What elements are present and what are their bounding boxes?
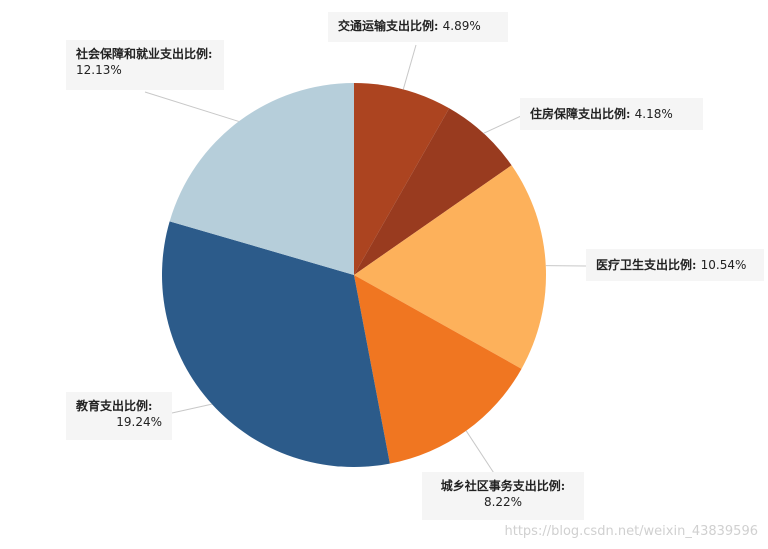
pie-slices [162,83,546,467]
label-medical: 医疗卫生支出比例: 10.54% [586,249,764,281]
label-education: 教育支出比例: 19.24% [66,392,172,440]
label-community: 城乡社区事务支出比例: 8.22% [422,472,584,520]
leader-line [172,404,212,413]
label-housing: 住房保障支出比例: 4.18% [520,98,703,130]
label-social-security: 社会保障和就业支出比例: 12.13% [66,40,224,90]
label-transport: 交通运输支出比例: 4.89% [328,12,508,42]
leader-line [145,92,239,121]
watermark: https://blog.csdn.net/weixin_43839596 [504,524,758,539]
leader-line [403,45,416,89]
leader-line [484,116,521,133]
